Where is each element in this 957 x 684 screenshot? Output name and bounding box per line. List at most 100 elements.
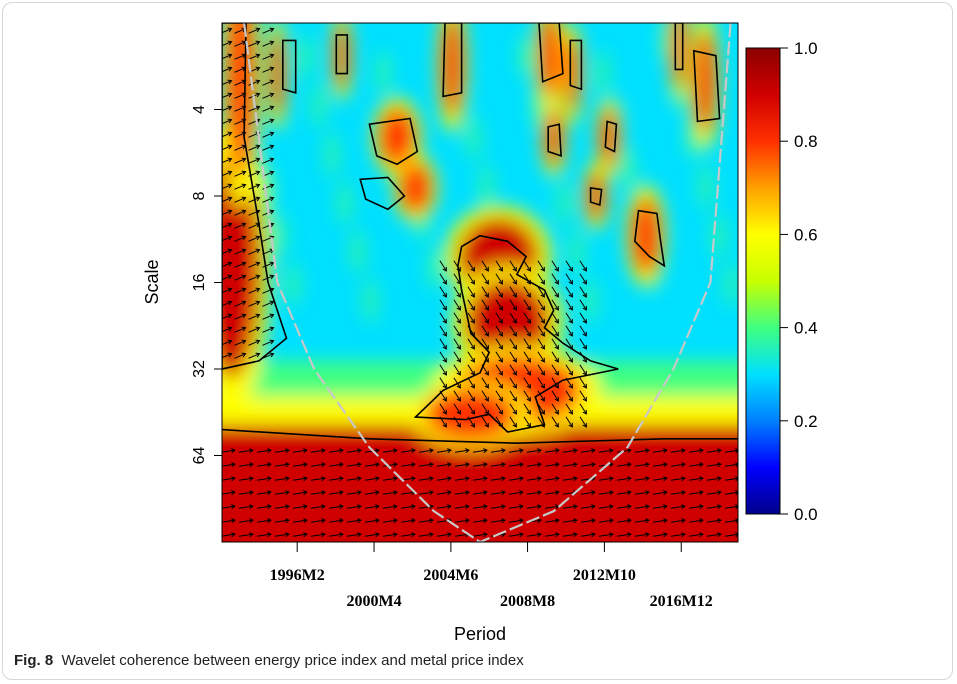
phase-arrow-head: [231, 518, 236, 524]
phase-arrow-head: [582, 383, 587, 389]
phase-arrow: [311, 505, 325, 509]
phase-arrow: [222, 463, 235, 467]
phase-arrow: [453, 325, 461, 337]
phase-arrow: [439, 312, 447, 324]
phase-arrow: [537, 325, 545, 337]
colorbar-scale: [745, 47, 781, 515]
phase-arrow-head: [442, 318, 447, 324]
heatmap-texture-cell: [583, 278, 596, 323]
phase-arrow: [257, 463, 271, 467]
phase-arrow: [383, 477, 397, 481]
phase-arrow: [401, 505, 415, 509]
phase-arrow: [293, 449, 307, 453]
phase-arrow-head: [447, 490, 452, 496]
phase-arrow-head: [285, 448, 290, 454]
phase-arrow: [635, 491, 649, 495]
phase-arrow: [248, 197, 260, 203]
phase-arrow-head: [456, 305, 461, 311]
phase-arrow-head: [663, 532, 668, 538]
significance-contours: [222, 23, 738, 445]
phase-arrow: [311, 533, 325, 537]
phase-arrow-head: [582, 422, 587, 428]
significance-contour: [442, 23, 463, 98]
phase-arrow: [248, 327, 260, 333]
phase-arrow-head: [231, 462, 236, 468]
phase-arrow: [689, 449, 703, 453]
phase-arrow: [467, 377, 475, 389]
phase-arrow-head: [241, 222, 247, 228]
phase-arrow-head: [540, 357, 545, 363]
phase-arrow-head: [470, 422, 475, 428]
x-axis: 1996M2 2000M4 2004M6 2008M8 2012M10 2016M12: [270, 542, 713, 610]
phase-arrow: [248, 54, 260, 60]
phase-arrow-head: [447, 476, 452, 482]
phase-arrow-head: [429, 490, 434, 496]
phase-arrow: [239, 491, 253, 495]
phase-arrow-head: [554, 279, 559, 285]
phase-arrow: [523, 286, 531, 298]
phase-arrow: [419, 533, 433, 537]
x-axis-label: Period: [454, 624, 506, 644]
phase-arrow-head: [681, 532, 686, 538]
phase-arrow-head: [411, 532, 416, 538]
phase-arrow-head: [735, 504, 738, 510]
phase-arrow: [329, 491, 343, 495]
phase-arrow-head: [554, 305, 559, 311]
phase-arrow: [473, 463, 487, 467]
phase-arrow: [248, 236, 260, 242]
phase-arrow: [453, 299, 461, 311]
phase-arrow: [262, 132, 274, 138]
phase-arrow-head: [227, 79, 233, 85]
phase-arrow-head: [227, 27, 233, 33]
phase-arrow-head: [645, 462, 650, 468]
phase-arrow: [599, 505, 613, 509]
phase-arrow: [234, 210, 246, 216]
phase-arrow: [509, 273, 517, 285]
phase-arrow: [537, 312, 545, 324]
phase-arrow: [401, 463, 415, 467]
phase-arrow: [262, 119, 274, 125]
phase-arrow: [234, 41, 246, 47]
phase-arrow: [527, 533, 541, 537]
phase-arrow: [689, 477, 703, 481]
phase-arrow-head: [498, 396, 503, 402]
phase-arrow-head: [429, 448, 434, 454]
phase-arrow: [437, 449, 451, 453]
heatmap-region: [564, 34, 580, 113]
heatmap-texture-cell: [428, 246, 441, 291]
phase-arrow-head: [470, 383, 475, 389]
phase-arrow: [481, 325, 489, 337]
phase-arrow: [311, 519, 325, 523]
phase-arrow-head: [465, 490, 470, 496]
phase-arrow-head: [519, 532, 524, 538]
phase-arrow: [565, 416, 573, 428]
phase-arrow-head: [321, 490, 326, 496]
significance-contour: [674, 23, 684, 71]
phase-arrow-head: [269, 79, 275, 85]
phase-arrow-head: [442, 344, 447, 350]
phase-arrow-head: [555, 448, 560, 454]
phase-arrow: [347, 491, 361, 495]
phase-arrow: [248, 145, 260, 151]
phase-arrow-head: [483, 448, 488, 454]
phase-arrow-head: [699, 462, 704, 468]
phase-arrow-head: [568, 292, 573, 298]
phase-arrow-head: [442, 266, 447, 272]
phase-arrow: [453, 403, 461, 415]
phase-arrow: [455, 519, 469, 523]
phase-arrow-head: [568, 266, 573, 272]
phase-arrow: [707, 519, 721, 523]
figure-caption: Fig. 8 Wavelet coherence between energy …: [14, 652, 524, 669]
phase-arrow: [347, 477, 361, 481]
phase-arrow: [617, 491, 631, 495]
phase-arrow-head: [699, 518, 704, 524]
phase-arrow-head: [269, 261, 275, 267]
phase-arrow: [234, 184, 246, 190]
phase-arrow: [257, 449, 271, 453]
phase-arrow: [689, 491, 703, 495]
phase-arrow-head: [483, 532, 488, 538]
phase-arrow-head: [555, 532, 560, 538]
phase-arrow-head: [645, 504, 650, 510]
phase-arrow: [537, 377, 545, 389]
phase-arrow-head: [375, 518, 380, 524]
